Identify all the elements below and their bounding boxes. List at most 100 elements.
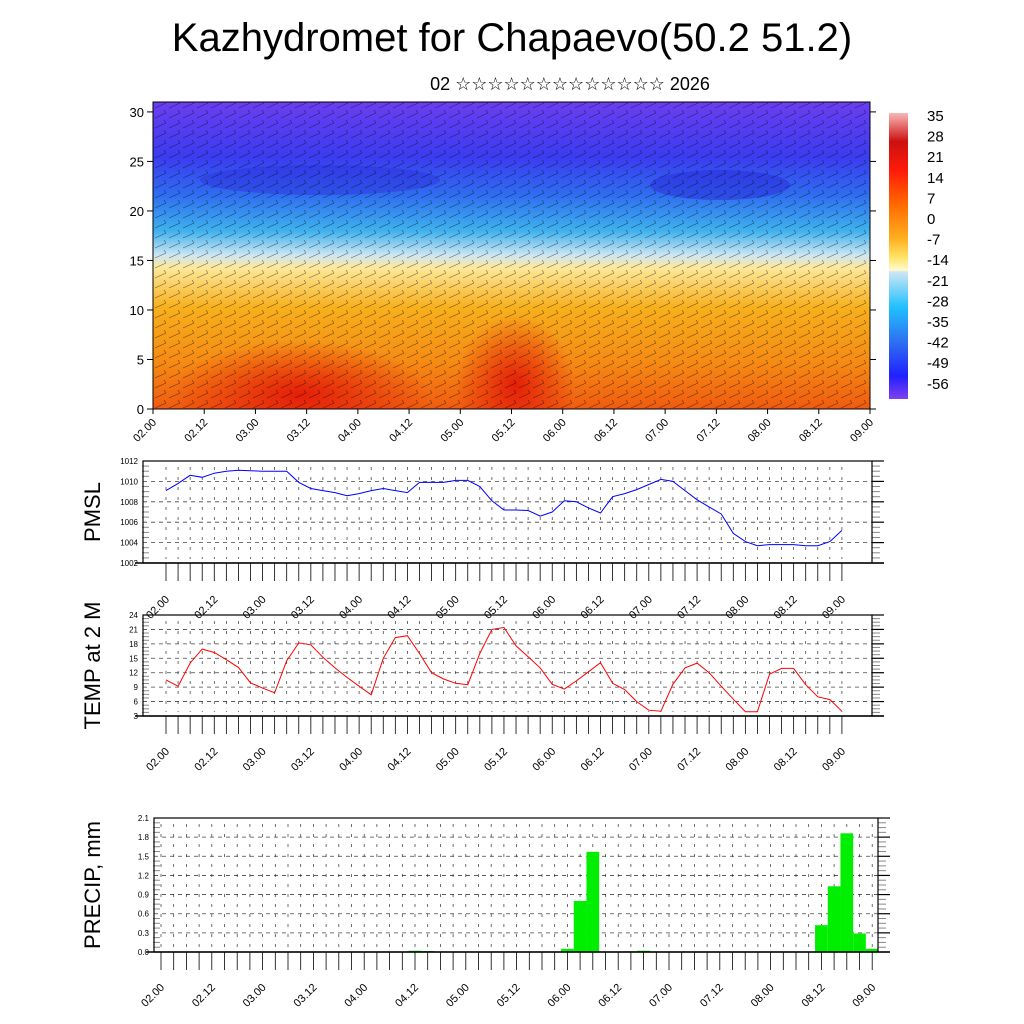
x-tick-label: 02.12 — [190, 982, 218, 1010]
x-tick-label: 03.12 — [285, 417, 313, 445]
y-tick-label: 1008 — [120, 498, 138, 507]
plot-frame — [142, 460, 873, 564]
x-tick-label: 03.12 — [289, 594, 317, 622]
precip-bar — [586, 851, 600, 952]
x-tick-label: 06.00 — [541, 417, 569, 445]
colorbar-label: -56 — [927, 376, 949, 393]
x-tick-label: 09.00 — [850, 982, 878, 1010]
y-tick-label: 24 — [129, 611, 138, 620]
x-tick-label: 05.12 — [482, 746, 510, 774]
x-tick-label: 03.00 — [241, 982, 269, 1010]
x-tick-label: 03.12 — [289, 746, 317, 774]
precip-bar — [561, 948, 574, 952]
x-tick-label: 06.00 — [530, 746, 558, 774]
x-tick-label: 06.12 — [596, 982, 624, 1010]
precip-bar — [827, 886, 841, 952]
precip-panel: 0.0 0.3 0.6 0.9 1.2 1.5 1.8 2.1 02.00 02.12 03.00 0… — [80, 814, 890, 1010]
x-tick-label: 05.12 — [495, 982, 523, 1010]
y-tick-label: 30 — [130, 105, 144, 120]
colorbar-scale — [889, 113, 908, 399]
x-tick-label: 07.00 — [627, 746, 655, 774]
x-tick-label: 07.12 — [698, 982, 726, 1010]
y-tick-label: 1006 — [120, 518, 138, 527]
x-tick-label: 02.00 — [144, 594, 172, 622]
x-tick-label: 07.00 — [647, 982, 675, 1010]
colorbar-label: -28 — [927, 293, 949, 310]
cross-section-field — [153, 102, 870, 409]
x-tick-label: 07.00 — [643, 417, 671, 445]
x-tick-label: 07.12 — [675, 746, 703, 774]
colorbar-label: 7 — [927, 190, 935, 207]
x-tick-label: 02.00 — [131, 417, 159, 445]
y-tick-label: 18 — [129, 640, 138, 649]
temp-panel: 369121518212402.0002.1203.0003.1204.0004… — [80, 602, 884, 774]
x-tick-label: 02.12 — [192, 746, 220, 774]
x-tick-label: 08.00 — [746, 417, 774, 445]
y-tick-label: 1010 — [120, 477, 138, 486]
x-tick-label: 02.00 — [139, 982, 167, 1010]
plot-frame — [142, 614, 873, 717]
y-tick-label: 12 — [129, 669, 138, 678]
precip-bar — [865, 948, 879, 952]
colorbar-label: 21 — [927, 149, 944, 166]
precip-bar — [853, 933, 866, 952]
colorbar-label: -49 — [927, 355, 949, 372]
pmsl-line — [165, 469, 843, 547]
x-tick-label: 07.12 — [695, 417, 723, 445]
x-tick-label: 03.00 — [241, 746, 269, 774]
x-tick-label: 03.00 — [234, 417, 262, 445]
x-tick-label: 08.00 — [749, 982, 777, 1010]
x-tick-label: 04.00 — [342, 982, 370, 1010]
y-tick-label: 2.1 — [138, 814, 150, 823]
x-tick-label: 04.12 — [393, 982, 421, 1010]
colorbar-label: -35 — [927, 314, 949, 331]
y-tick-label: 15 — [130, 253, 144, 268]
x-tick-label: 08.00 — [724, 594, 752, 622]
x-tick-label: 08.12 — [800, 982, 828, 1010]
x-tick-label: 05.00 — [434, 746, 462, 774]
precip-bar — [840, 833, 854, 952]
y-tick-label: 0.9 — [138, 891, 150, 900]
x-tick-label: 08.12 — [772, 746, 800, 774]
y-tick-label: 0 — [137, 402, 144, 417]
x-tick-label: 08.00 — [724, 746, 752, 774]
y-tick-label: 1002 — [120, 559, 138, 568]
colorbar-label: -7 — [927, 232, 940, 249]
temp-line — [165, 626, 843, 713]
y-tick-label: 20 — [130, 204, 144, 219]
colorbar-label: 14 — [927, 170, 944, 187]
colorbar: 35 28 21 14 7 0 -7 -14 -21 -28 -35 -42 -49 -56 — [889, 108, 949, 399]
x-tick-label: 07.12 — [675, 594, 703, 622]
x-tick-label: 06.12 — [592, 417, 620, 445]
cross-section-panel: 0 5 10 15 20 25 30 02.00 02.12 03.00 03.12 04.00 04.… — [130, 101, 876, 445]
y-tick-label: 5 — [137, 352, 144, 367]
x-tick-label: 09.00 — [848, 417, 876, 445]
x-tick-label: 07.00 — [627, 594, 655, 622]
x-tick-label: 04.00 — [336, 417, 364, 445]
x-tick-label: 08.12 — [797, 417, 825, 445]
x-tick-label: 08.12 — [772, 594, 800, 622]
x-tick-label: 09.00 — [820, 746, 848, 774]
y-tick-label: 1.8 — [138, 833, 150, 842]
chart-title: Kazhydromet for Chapaevo(50.2 51.2) — [171, 16, 853, 60]
y-axis-label: PMSL — [80, 482, 105, 542]
y-tick-label: 1012 — [120, 457, 138, 466]
y-tick-label: 21 — [129, 625, 138, 634]
pmsl-panel: 1002 1004 1006 1008 1010 1012 02.00 02.12 03.00 0… — [80, 457, 884, 622]
x-tick-label: 05.00 — [438, 417, 466, 445]
x-tick-label: 04.00 — [337, 746, 365, 774]
wind-barbs — [153, 102, 870, 409]
x-tick-label: 02.12 — [192, 594, 220, 622]
precip-bar — [815, 925, 828, 952]
y-tick-label: 10 — [130, 303, 144, 318]
x-tick-label: 04.12 — [386, 594, 414, 622]
x-tick-label: 05.00 — [434, 594, 462, 622]
y-tick-label: 1004 — [120, 539, 138, 548]
y-tick-label: 0.3 — [138, 929, 150, 938]
colorbar-label: 0 — [927, 211, 935, 228]
y-tick-label: 25 — [130, 154, 144, 169]
colorbar-label: -21 — [927, 273, 949, 290]
y-tick-label: 6 — [134, 698, 139, 707]
precip-bar — [573, 900, 587, 952]
